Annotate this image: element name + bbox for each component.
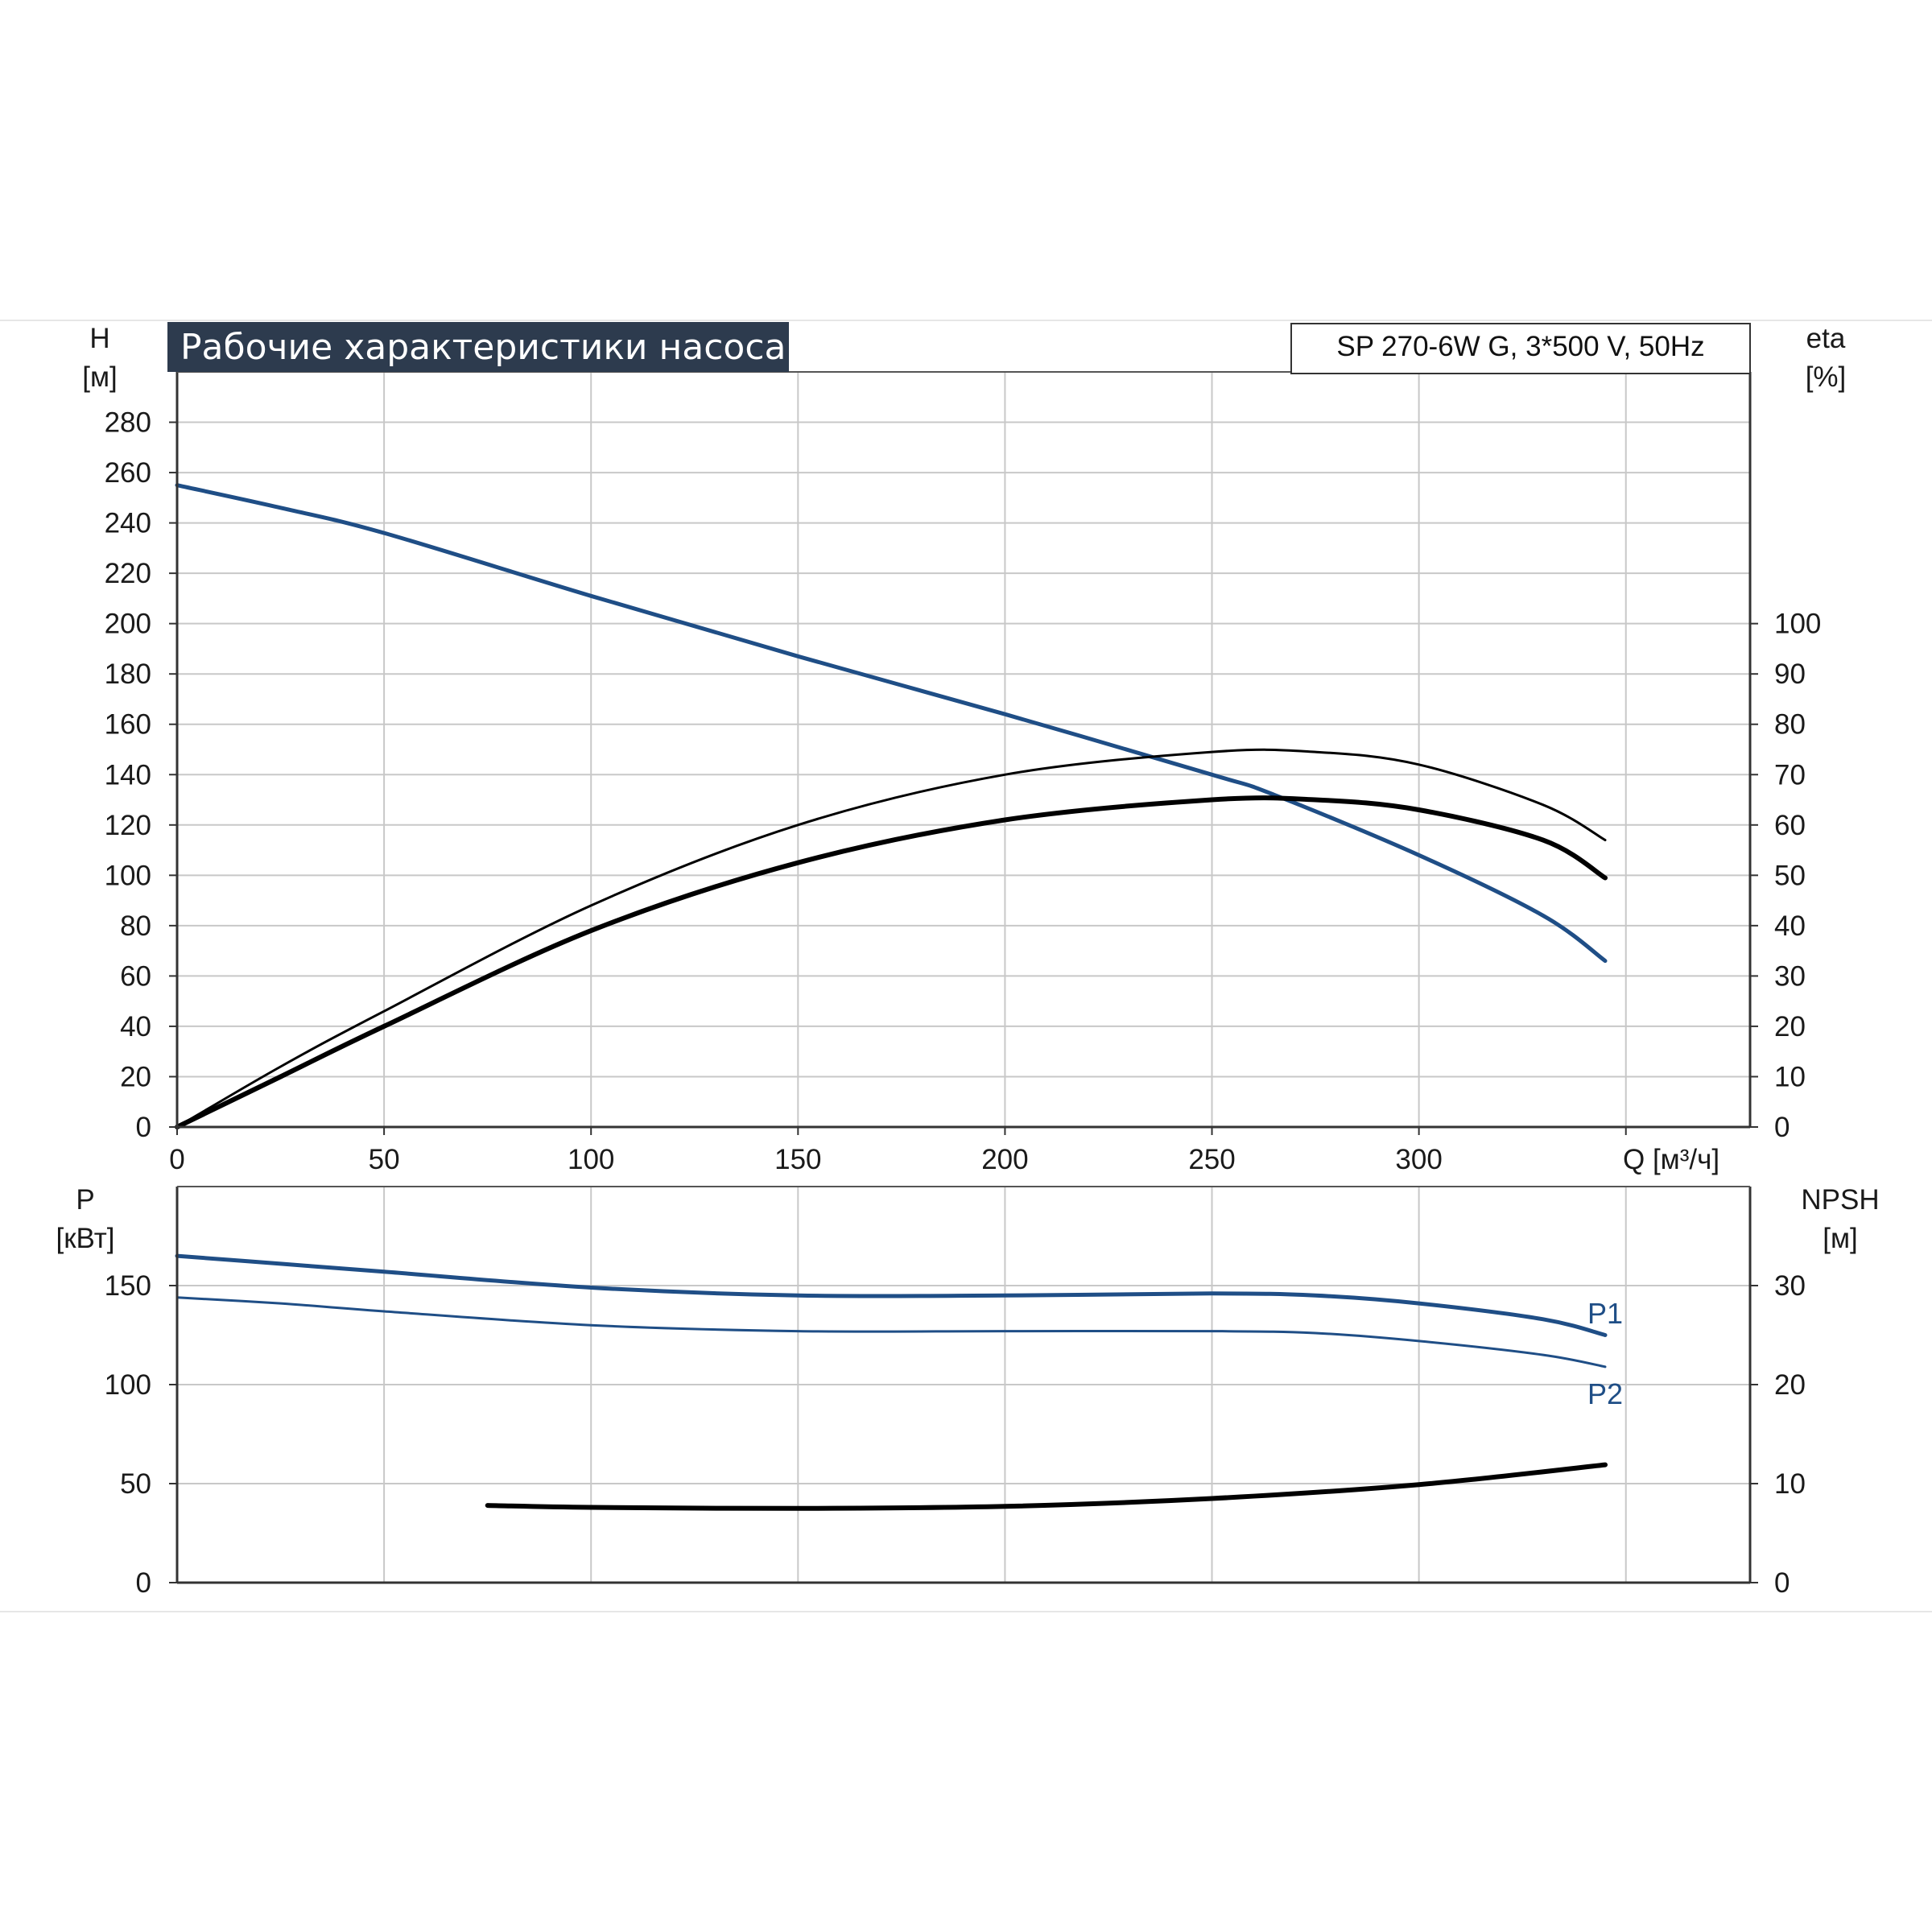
top-y-left-tick-80: 80 [120, 910, 151, 942]
top-y-left-tick-240: 240 [105, 508, 151, 539]
top-y-left-tick-160: 160 [105, 709, 151, 741]
top-y-right-tick-50: 50 [1774, 860, 1806, 891]
y-right-title-top-line1: eta [1806, 323, 1846, 354]
bottom-y-right-tick-10: 10 [1774, 1468, 1806, 1500]
top-series-2-line [175, 795, 1608, 1129]
top-y-right-tick-20: 20 [1774, 1011, 1806, 1042]
top-y-right-tick-40: 40 [1774, 910, 1806, 942]
bottom-series-0-line [175, 1253, 1608, 1337]
top-y-right-tick-100: 100 [1774, 609, 1821, 640]
y-left-title-bottom-line2: [кВт] [56, 1223, 115, 1254]
bottom-y-left-tick-150: 150 [105, 1270, 151, 1302]
top-panel-axes [169, 371, 1758, 1135]
top-y-right-tick-10: 10 [1774, 1061, 1806, 1092]
bottom-y-right-tick-30: 30 [1774, 1270, 1806, 1302]
top-y-left-tick-180: 180 [105, 658, 151, 690]
top-y-left-tick-260: 260 [105, 457, 151, 489]
top-y-left-tick-120: 120 [105, 810, 151, 841]
bottom-series-1-line [175, 1296, 1607, 1368]
top-panel-tick-labels: 0204060801001201401601802002202402602800… [105, 407, 1822, 1175]
top-y-left-tick-40: 40 [120, 1011, 151, 1042]
y-right-title-bottom-line2: [м] [1823, 1223, 1858, 1254]
bottom-panel-curves [175, 1253, 1608, 1511]
bottom-y-right-tick-0: 0 [1774, 1567, 1790, 1599]
y-left-title-bottom-line1: P [76, 1184, 94, 1216]
y-left-title-top-line1: H [89, 323, 109, 354]
top-x-tick-250: 250 [1188, 1144, 1235, 1175]
bottom-y-left-tick-50: 50 [120, 1468, 151, 1500]
top-y-right-tick-70: 70 [1774, 759, 1806, 791]
top-y-right-tick-80: 80 [1774, 709, 1806, 741]
top-x-tick-0: 0 [169, 1144, 184, 1175]
chart-title: Рабочие характеристики насоса [180, 327, 786, 368]
top-x-tick-50: 50 [369, 1144, 400, 1175]
top-y-left-tick-60: 60 [120, 960, 151, 992]
top-x-tick-100: 100 [568, 1144, 614, 1175]
top-x-tick-200: 200 [981, 1144, 1028, 1175]
top-y-left-tick-220: 220 [105, 558, 151, 589]
top-y-left-tick-100: 100 [105, 860, 151, 891]
top-panel-grid [177, 372, 1750, 1128]
bottom-y-left-tick-100: 100 [105, 1369, 151, 1401]
bottom-panel-grid [177, 1187, 1750, 1583]
top-y-right-tick-60: 60 [1774, 810, 1806, 841]
top-series-0-line [175, 483, 1608, 964]
y-right-title-top-line2: [%] [1806, 361, 1847, 393]
top-series-1-line [175, 748, 1607, 1129]
top-y-left-tick-0: 0 [136, 1112, 151, 1143]
bottom-panel-tick-labels: 0 50 100 150 0 10 20 30 [105, 1270, 1806, 1599]
top-x-tick-300: 300 [1395, 1144, 1442, 1175]
model-box [1290, 323, 1751, 374]
x-axis-title: Q [м³/ч] [1623, 1144, 1719, 1175]
bottom-series-2-line [485, 1462, 1608, 1511]
top-y-right-tick-30: 30 [1774, 960, 1806, 992]
bottom-y-right-tick-20: 20 [1774, 1369, 1806, 1401]
p1-label: P1 [1587, 1297, 1623, 1330]
model-label: SP 270-6W G, 3*500 V, 50Hz [1336, 331, 1704, 362]
bottom-y-left-tick-0: 0 [136, 1567, 151, 1599]
y-right-title-bottom-line1: NPSH [1801, 1184, 1879, 1216]
top-y-right-tick-0: 0 [1774, 1112, 1790, 1143]
top-y-left-tick-140: 140 [105, 759, 151, 791]
top-y-left-tick-280: 280 [105, 407, 151, 439]
top-panel-curves [175, 483, 1608, 1129]
p2-label: P2 [1587, 1377, 1623, 1410]
top-y-right-tick-90: 90 [1774, 658, 1806, 690]
y-left-title-top-line2: [м] [82, 361, 118, 393]
bottom-panel-axes [169, 1186, 1758, 1584]
top-y-left-tick-20: 20 [120, 1061, 151, 1092]
top-x-tick-150: 150 [774, 1144, 821, 1175]
title-banner [167, 322, 789, 372]
top-y-left-tick-200: 200 [105, 609, 151, 640]
